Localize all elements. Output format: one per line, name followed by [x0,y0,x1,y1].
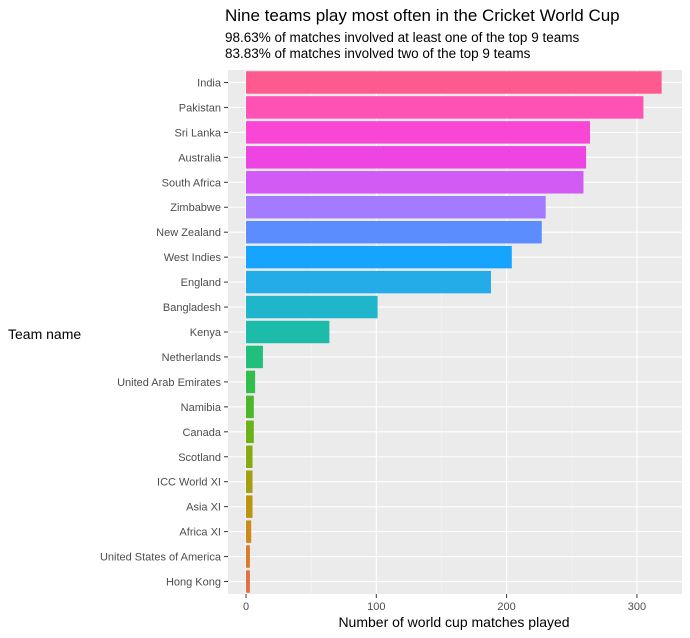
bar-kenya [246,320,330,344]
y-tick-label: Africa XI [179,527,221,539]
y-axis: India Pakistan Sri Lanka Australia South Afr… [100,77,228,589]
bar-bangladesh [246,295,378,319]
y-axis-title: Team name [8,326,81,342]
y-tick-label: Kenya [190,327,222,339]
bar-canada [246,420,254,444]
chart-title: Nine teams play most often in the Cricke… [225,6,620,25]
bar-india [246,71,662,94]
bar-zimbabwe [246,196,546,219]
x-axis: 0 100 200 300 [243,594,646,613]
y-tick-label: Netherlands [162,352,222,364]
bar-england [246,270,491,294]
bar-sri-lanka [246,121,590,144]
chart-subtitle-line-1: 98.63% of matches involved at least one … [225,30,579,45]
y-tick-label: United States of America [100,552,222,564]
bars [246,71,662,593]
x-tick-label: 200 [497,601,515,613]
x-axis-title: Number of world cup matches played [338,614,569,630]
y-tick-label: Sri Lanka [175,127,222,139]
y-tick-label: West Indies [164,252,222,264]
y-tick-label: Asia XI [186,502,221,514]
bar-africa-xi [246,520,252,543]
x-tick-label: 0 [243,601,249,613]
bar-icc-world-xi [246,470,253,493]
bar-australia [246,146,587,169]
bar-west-indies [246,245,512,269]
bar-new-zealand [246,220,542,244]
bar-south-africa [246,171,584,194]
bar-asia-xi [246,495,253,518]
y-tick-label: England [181,277,221,289]
bar-netherlands [246,345,263,369]
y-tick-label: South Africa [162,177,222,189]
y-tick-label: Bangladesh [163,302,221,314]
y-tick-label: Pakistan [179,102,221,114]
bar-scotland [246,445,253,468]
y-tick-label: New Zealand [156,227,221,239]
x-tick-label: 300 [628,601,646,613]
bar-pakistan [246,96,644,119]
chart-subtitle-line-2: 83.83% of matches involved two of the to… [225,46,531,61]
bar-united-states-of-america [246,545,250,568]
y-tick-label: Zimbabwe [170,202,221,214]
y-tick-label: India [197,77,222,89]
y-tick-label: ICC World XI [157,477,221,489]
y-tick-label: Namibia [181,402,222,414]
y-tick-label: Canada [182,427,221,439]
y-tick-label: Australia [178,152,222,164]
y-tick-label: Hong Kong [166,577,221,589]
bar-united-arab-emirates [246,370,256,394]
bar-hong-kong [246,570,250,593]
bar-namibia [246,395,254,419]
y-tick-label: United Arab Emirates [117,377,221,389]
x-tick-label: 100 [367,601,385,613]
y-tick-label: Scotland [178,452,221,464]
